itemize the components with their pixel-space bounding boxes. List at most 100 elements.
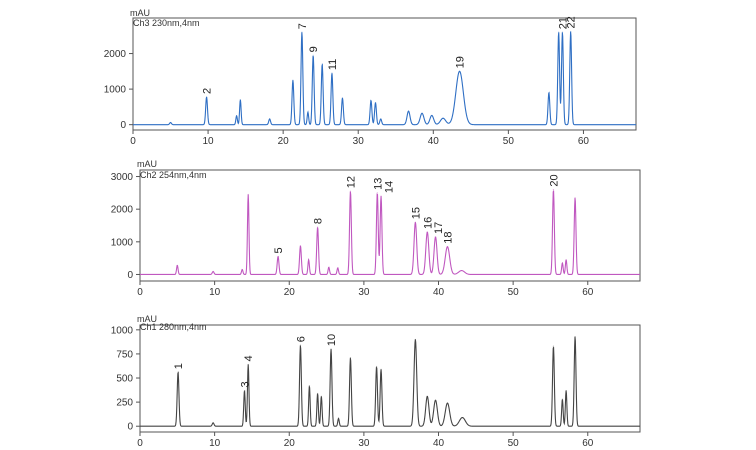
peak-apex-marker: [212, 270, 214, 273]
peak-apex-marker: [380, 195, 382, 197]
x-tick-label: 10: [209, 287, 221, 298]
peak-number-label: 19: [455, 56, 467, 68]
peak-number-label: 6: [295, 336, 307, 342]
peak-apex-marker: [330, 348, 332, 350]
x-tick-label: 0: [130, 136, 136, 147]
peak-number-label: 16: [422, 217, 434, 229]
peak-apex-marker: [241, 268, 243, 271]
peak-apex-marker: [212, 422, 214, 424]
peak-apex-marker: [561, 398, 563, 400]
peak-apex-marker: [308, 385, 311, 387]
peak-apex-marker: [317, 392, 319, 395]
x-tick-label: 40: [433, 287, 445, 298]
peak-number-label: 20: [548, 174, 560, 186]
x-tick-label: 30: [358, 438, 370, 449]
peak-apex-marker: [431, 114, 433, 117]
x-tick-label: 50: [508, 438, 520, 449]
x-tick-label: 60: [582, 438, 594, 449]
channel-label: Ch3 230nm,4nm: [133, 18, 200, 28]
peak-apex-marker: [277, 255, 279, 258]
y-tick-label: 250: [116, 398, 133, 409]
x-tick-label: 40: [428, 136, 440, 147]
y-tick-label: 2000: [111, 205, 134, 216]
peak-apex-marker: [374, 102, 377, 104]
peak-apex-marker: [565, 259, 567, 261]
y-unit-label: mAU: [130, 8, 150, 18]
y-tick-label: 0: [120, 120, 126, 131]
y-unit-label: mAU: [137, 314, 157, 324]
peak-apex-marker: [247, 193, 249, 196]
x-tick-label: 20: [284, 287, 296, 298]
peak-apex-marker: [376, 192, 378, 194]
peak-apex-marker: [349, 190, 352, 192]
x-tick-label: 40: [433, 438, 445, 449]
peak-apex-marker: [552, 345, 555, 347]
peak-number-label: 17: [433, 222, 445, 234]
peak-apex-marker: [247, 363, 249, 366]
y-tick-label: 3000: [111, 172, 134, 183]
x-tick-label: 30: [353, 136, 365, 147]
x-tick-label: 10: [203, 136, 215, 147]
peak-apex-marker: [574, 197, 576, 199]
peak-apex-marker: [169, 121, 172, 124]
peak-apex-marker: [458, 70, 461, 72]
x-tick-label: 60: [582, 287, 594, 298]
y-unit-label: mAU: [137, 159, 157, 169]
peak-apex-marker: [320, 395, 322, 397]
peak-apex-marker: [243, 389, 246, 392]
peak-apex-marker: [446, 402, 449, 404]
chromatogram-trace: [140, 336, 640, 427]
x-tick-label: 20: [278, 136, 290, 147]
peak-apex-marker: [269, 118, 271, 120]
peak-number-label: 9: [308, 46, 320, 52]
peak-apex-marker: [239, 99, 241, 101]
peak-apex-marker: [570, 30, 572, 33]
peak-apex-marker: [370, 99, 372, 102]
peak-apex-marker: [317, 226, 319, 228]
peak-number-label: 13: [372, 178, 384, 190]
peak-apex-marker: [552, 188, 555, 191]
y-tick-label: 2000: [104, 49, 127, 60]
chromatogram-trace: [133, 31, 636, 126]
x-tick-label: 60: [578, 136, 590, 147]
x-tick-label: 20: [284, 438, 296, 449]
x-tick-label: 10: [209, 438, 221, 449]
peak-number-label: 11: [327, 59, 339, 70]
peak-number-label: 7: [297, 23, 309, 29]
peak-apex-marker: [299, 245, 302, 247]
peak-number-label: 1: [173, 363, 185, 369]
peak-number-label: 14: [384, 181, 396, 193]
peak-apex-marker: [442, 117, 444, 119]
peak-apex-marker: [205, 96, 208, 98]
peak-apex-marker: [337, 267, 339, 269]
y-tick-label: 750: [116, 349, 133, 360]
peak-apex-marker: [177, 371, 179, 373]
x-tick-label: 50: [503, 136, 515, 147]
peak-apex-marker: [349, 357, 352, 359]
x-tick-label: 30: [358, 287, 370, 298]
peak-apex-marker: [236, 115, 238, 117]
peak-number-label: 21: [557, 17, 569, 29]
peak-apex-marker: [426, 395, 428, 397]
peak-apex-marker: [434, 236, 437, 238]
x-tick-label: 50: [508, 287, 520, 298]
x-tick-label: 0: [137, 438, 143, 449]
peak-apex-marker: [299, 344, 302, 346]
y-tick-label: 1000: [111, 237, 134, 248]
plot-frame: [132, 17, 637, 131]
peak-number-label: 15: [410, 207, 422, 219]
peak-apex-marker: [446, 246, 449, 248]
peak-apex-marker: [331, 72, 333, 74]
peak-apex-marker: [341, 97, 344, 99]
peak-apex-marker: [292, 79, 294, 81]
peak-apex-marker: [312, 54, 314, 56]
peak-apex-marker: [548, 92, 550, 94]
y-tick-label: 1000: [111, 325, 134, 336]
y-tick-label: 0: [127, 422, 133, 433]
peak-number-label: 5: [273, 247, 285, 253]
peak-apex-marker: [375, 365, 378, 368]
peak-apex-marker: [434, 399, 437, 401]
channel-label: Ch2 254nm,4nm: [140, 170, 207, 180]
